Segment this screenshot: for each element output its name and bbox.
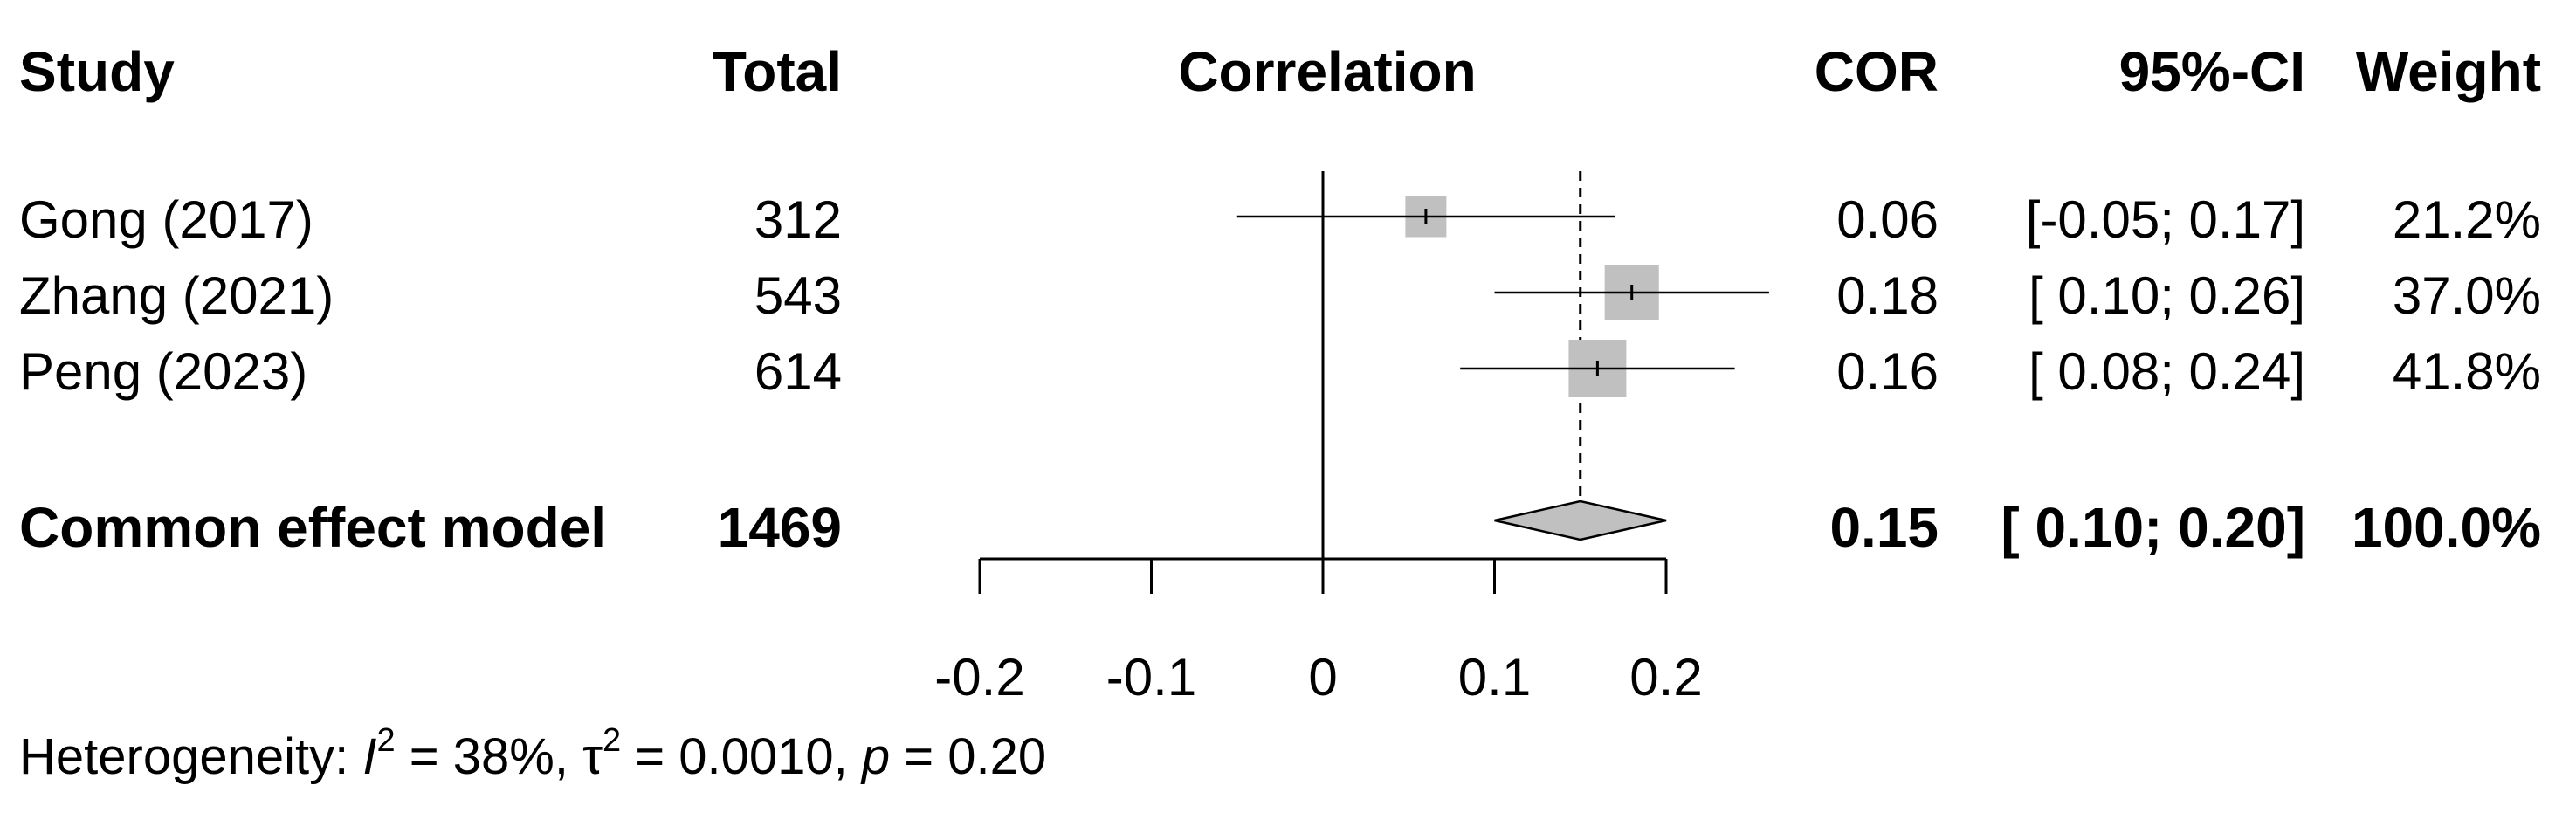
i2-value: 38% xyxy=(452,728,554,785)
study-weight: 21.2% xyxy=(2392,190,2541,249)
study-ci: [-0.05; 0.17] xyxy=(2025,190,2305,249)
x-tick-label: 0 xyxy=(1308,648,1337,706)
study-name: Gong (2017) xyxy=(19,190,313,249)
i2-symbol: I xyxy=(362,728,377,785)
header-cor: COR xyxy=(1814,40,1939,103)
x-tick-label: -0.1 xyxy=(1106,648,1196,706)
pooled-diamond xyxy=(1494,500,1667,541)
study-total: 614 xyxy=(754,342,842,401)
header-weight: Weight xyxy=(2355,40,2541,103)
study-name: Zhang (2021) xyxy=(19,266,334,325)
summary-cor: 0.15 xyxy=(1829,496,1939,559)
study-ci: [ 0.10; 0.26] xyxy=(2028,266,2305,325)
header-correlation: Correlation xyxy=(1178,40,1477,103)
header-study: Study xyxy=(19,40,175,103)
summary-weight: 100.0% xyxy=(2351,496,2541,559)
summary-ci: [ 0.10; 0.20] xyxy=(2001,496,2305,559)
x-tick-label: 0.2 xyxy=(1629,648,1702,706)
heterogeneity-label: Heterogeneity: xyxy=(19,728,349,785)
study-ci: [ 0.08; 0.24] xyxy=(2028,342,2305,401)
x-tick-label: -0.2 xyxy=(934,648,1024,706)
heterogeneity-text: Heterogeneity: I2 = 38%, τ2 = 0.0010, p … xyxy=(19,722,1047,785)
study-cor: 0.06 xyxy=(1836,190,1939,249)
p-symbol: p xyxy=(861,728,891,785)
study-total: 543 xyxy=(754,266,842,325)
study-cor: 0.18 xyxy=(1836,266,1939,325)
study-total: 312 xyxy=(754,190,842,249)
header-total: Total xyxy=(712,40,842,103)
summary-name: Common effect model xyxy=(19,496,607,559)
study-weight: 37.0% xyxy=(2392,266,2541,325)
study-cor: 0.16 xyxy=(1836,342,1939,401)
study-name: Peng (2023) xyxy=(19,342,308,401)
p-value: 0.20 xyxy=(947,728,1047,785)
study-weight: 41.8% xyxy=(2392,342,2541,401)
tau2-value: 0.0010 xyxy=(678,728,834,785)
summary-total: 1469 xyxy=(717,496,842,559)
tau-symbol: τ xyxy=(582,728,603,785)
header-ci: 95%-CI xyxy=(2118,40,2305,103)
x-tick-label: 0.1 xyxy=(1458,648,1531,706)
